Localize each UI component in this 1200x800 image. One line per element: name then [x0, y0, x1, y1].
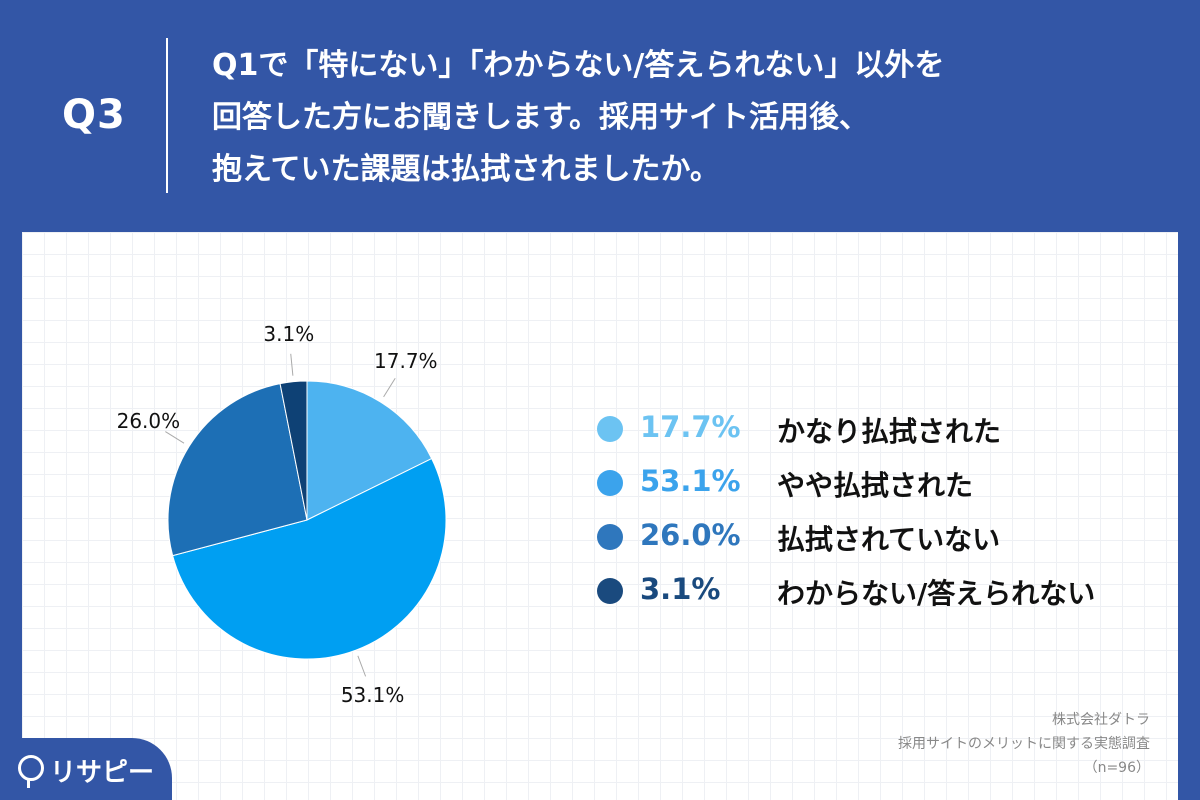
legend-percent: 26.0%: [640, 518, 741, 552]
legend-label: かなり払拭された: [777, 415, 1002, 448]
pie-value-label: 3.1%: [263, 322, 314, 346]
legend-dot: [597, 524, 623, 550]
pie-value-label: 26.0%: [117, 409, 181, 433]
pie-slice: [167, 383, 308, 557]
legend-label: 払拭されていない: [777, 523, 1001, 556]
leader-line: [290, 353, 294, 376]
source-company: 株式会社ダトラ: [1052, 712, 1150, 728]
question-line: 抱えていた課題は払拭されましたか。: [212, 152, 720, 187]
question-text: Q1で「特にない」「わからない/答えられない」以外を 回答した方にお聞きします。…: [212, 40, 1172, 196]
pie-value-label: 17.7%: [374, 349, 438, 373]
legend-dot: [597, 416, 623, 442]
chart-panel: 17.7% 53.1% 26.0% 3.1% 17.7% かなり払拭された 53.1%…: [22, 232, 1178, 800]
question-line: 回答した方にお聞きします。採用サイト活用後、: [212, 100, 869, 135]
legend-dot: [597, 578, 623, 604]
source-note: 株式会社ダトラ 採用サイトのメリットに関する実態調査 （n=96）: [898, 708, 1150, 780]
legend-percent: 3.1%: [640, 572, 721, 606]
legend-percent: 17.7%: [640, 410, 741, 444]
source-survey: 採用サイトのメリットに関する実態調査: [898, 736, 1150, 752]
leader-line: [357, 655, 367, 677]
question-line: Q1で「特にない」「わからない/答えられない」以外を: [212, 48, 945, 83]
header: Q3 Q1で「特にない」「わからない/答えられない」以外を 回答した方にお聞きし…: [0, 0, 1200, 230]
question-number: Q3: [62, 92, 126, 138]
leader-line: [383, 377, 396, 398]
legend-percent: 53.1%: [640, 464, 741, 498]
header-divider: [166, 38, 168, 193]
pie-slice: [172, 457, 447, 660]
pin-icon: [18, 755, 44, 788]
legend-label: やや払拭された: [777, 469, 974, 502]
pie-slice: [279, 380, 308, 521]
brand-name: リサピー: [50, 758, 155, 788]
source-sample: （n=96）: [1083, 760, 1150, 776]
pie-slice: [306, 380, 433, 521]
pie-value-label: 53.1%: [341, 683, 405, 707]
brand-logo: リサピー: [0, 738, 172, 800]
leader-line: [165, 431, 185, 444]
legend-label: わからない/答えられない: [777, 577, 1096, 610]
pie-chart: 17.7% 53.1% 26.0% 3.1%: [117, 322, 447, 707]
legend-dot: [597, 470, 623, 496]
